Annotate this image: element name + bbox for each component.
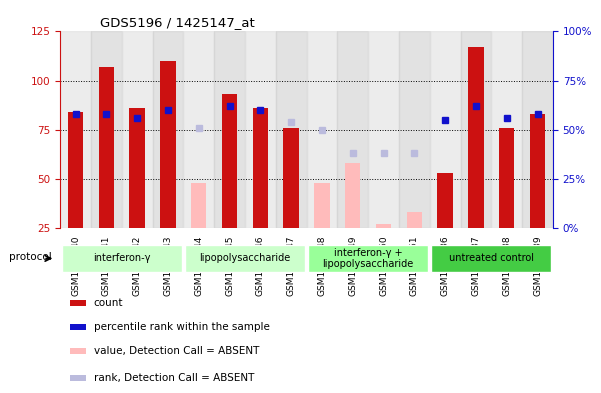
Bar xyxy=(121,31,153,228)
Text: protocol: protocol xyxy=(9,252,52,262)
Bar xyxy=(70,324,86,330)
Bar xyxy=(337,31,368,228)
Bar xyxy=(345,163,361,228)
Bar xyxy=(245,31,276,228)
Bar xyxy=(214,31,245,228)
Bar xyxy=(70,375,86,380)
Bar xyxy=(222,94,237,228)
Bar xyxy=(314,183,329,228)
Bar xyxy=(191,183,206,228)
Bar xyxy=(252,108,268,228)
Text: GDS5196 / 1425147_at: GDS5196 / 1425147_at xyxy=(100,16,254,29)
Bar xyxy=(499,128,514,228)
Bar xyxy=(522,31,553,228)
Bar xyxy=(284,128,299,228)
Bar xyxy=(68,112,83,228)
Bar xyxy=(407,212,422,228)
Bar xyxy=(460,31,491,228)
Bar xyxy=(308,245,428,272)
Bar xyxy=(60,31,91,228)
Text: value, Detection Call = ABSENT: value, Detection Call = ABSENT xyxy=(94,346,259,356)
Bar xyxy=(368,31,399,228)
Bar xyxy=(438,173,453,228)
Text: rank, Detection Call = ABSENT: rank, Detection Call = ABSENT xyxy=(94,373,254,383)
Bar xyxy=(129,108,145,228)
Bar xyxy=(432,245,551,272)
Text: untreated control: untreated control xyxy=(449,253,534,263)
Text: count: count xyxy=(94,298,123,308)
Bar xyxy=(491,31,522,228)
Text: interferon-γ: interferon-γ xyxy=(93,253,150,263)
Bar xyxy=(430,31,460,228)
Bar xyxy=(185,245,305,272)
Bar xyxy=(99,67,114,228)
Bar xyxy=(70,348,86,354)
Text: percentile rank within the sample: percentile rank within the sample xyxy=(94,322,269,332)
Bar xyxy=(530,114,545,228)
Bar xyxy=(160,61,175,228)
Bar xyxy=(307,31,337,228)
Bar xyxy=(468,47,484,228)
Text: interferon-γ +
lipopolysaccharide: interferon-γ + lipopolysaccharide xyxy=(323,248,413,269)
Bar xyxy=(276,31,307,228)
Bar xyxy=(91,31,121,228)
Bar xyxy=(376,224,391,228)
Bar xyxy=(70,300,86,306)
Bar xyxy=(62,245,182,272)
Bar xyxy=(399,31,430,228)
Text: lipopolysaccharide: lipopolysaccharide xyxy=(200,253,290,263)
Bar xyxy=(153,31,183,228)
Bar xyxy=(183,31,214,228)
